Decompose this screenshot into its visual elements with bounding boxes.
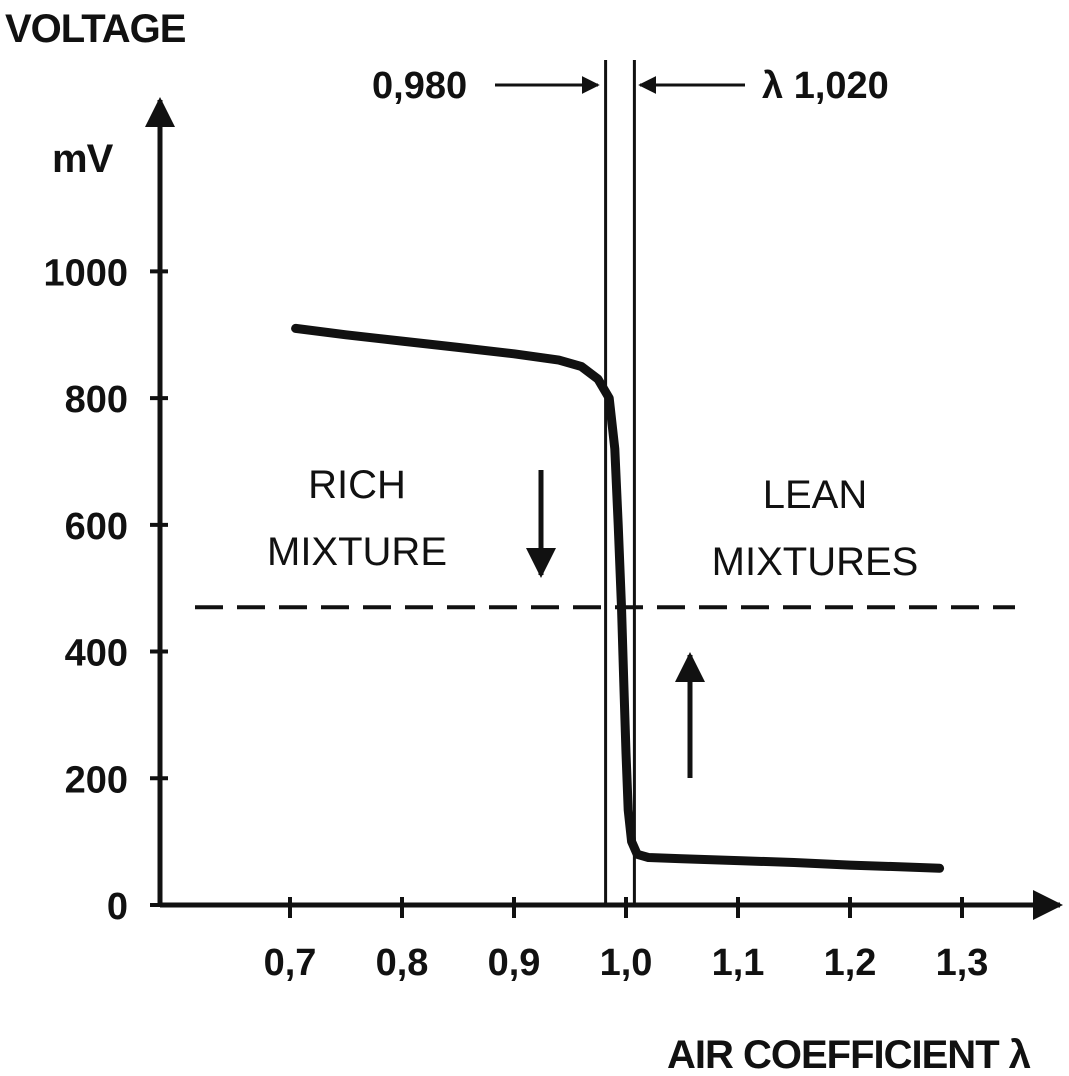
y-tick-label: 0 [107, 886, 128, 928]
window-left-label: 0,980 [372, 65, 467, 107]
x-tick-label: 0,7 [264, 942, 317, 984]
x-tick-label: 1,3 [936, 942, 989, 984]
x-tick-label: 1,1 [712, 942, 765, 984]
y-ticks: 0 200 400 600 800 1000 [43, 252, 168, 928]
rich-label-line2: MIXTURE [267, 530, 447, 574]
x-tick-label: 0,9 [488, 942, 541, 984]
lean-label-line1: LEAN [763, 473, 868, 517]
window-right-label: λ 1,020 [762, 65, 889, 107]
y-tick-label: 800 [65, 379, 128, 421]
y-axis-unit: mV [52, 137, 114, 181]
y-tick-label: 400 [65, 633, 128, 675]
x-axis-title: AIR COEFFICIENT λ [667, 1033, 1031, 1076]
x-tick-label: 1,0 [600, 942, 653, 984]
lean-label-line2: MIXTURES [712, 540, 919, 584]
x-tick-label: 1,2 [824, 942, 877, 984]
rich-label-line1: RICH [308, 463, 406, 507]
y-tick-label: 600 [65, 506, 128, 548]
y-axis-title: VOLTAGE [5, 7, 186, 51]
x-tick-label: 0,8 [376, 942, 429, 984]
x-ticks: 0,7 0,8 0,9 1,0 1,1 1,2 1,3 [264, 897, 989, 984]
y-tick-label: 1000 [43, 252, 128, 294]
series-line [291, 323, 945, 873]
y-tick-label: 200 [65, 759, 128, 801]
